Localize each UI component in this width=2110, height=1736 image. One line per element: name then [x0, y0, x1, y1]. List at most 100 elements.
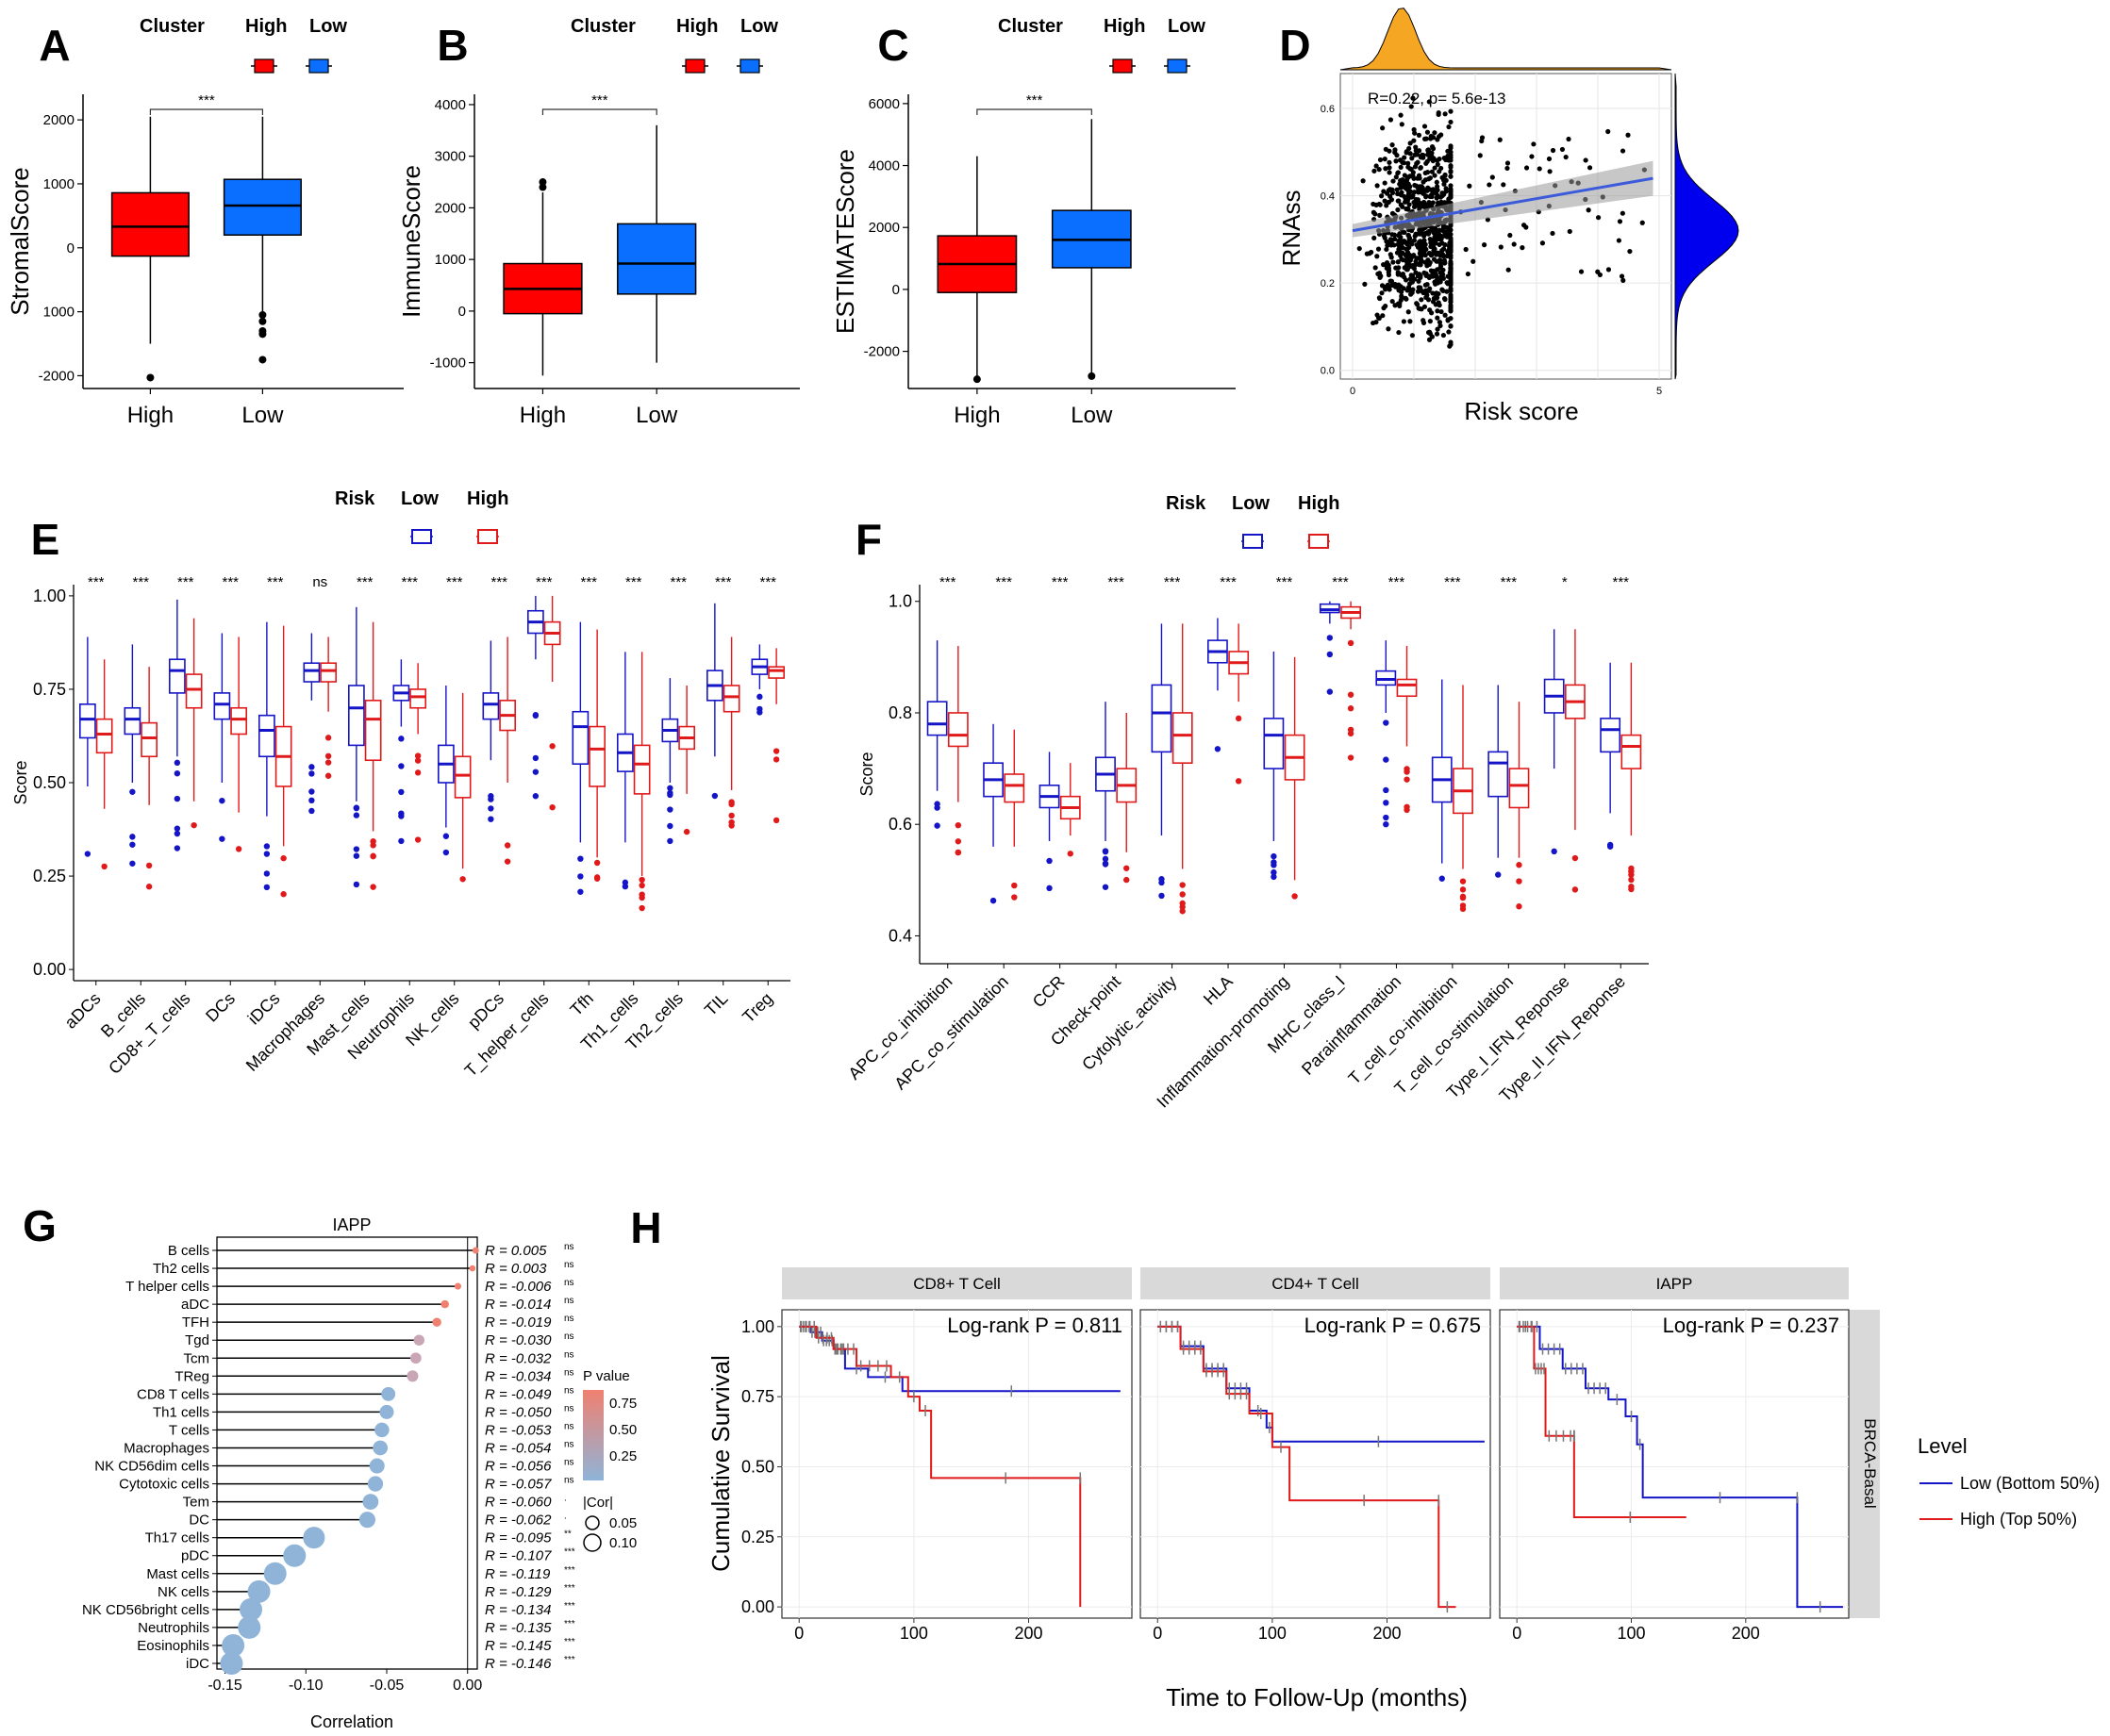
- scatter-point: [1376, 167, 1382, 173]
- scatter-point: [1442, 241, 1448, 248]
- outlier-point: [174, 845, 181, 851]
- legend-key-low: [1167, 58, 1188, 74]
- scatter-point: [1435, 315, 1440, 321]
- legend-high-label: High: [467, 488, 508, 509]
- scatter-point: [1386, 326, 1391, 332]
- significance-label: ***: [564, 1547, 575, 1558]
- lollipop-point: [381, 1386, 396, 1401]
- x-tick-label: High: [954, 403, 1000, 428]
- scatter-point: [1539, 240, 1546, 246]
- scatter-point: [1427, 329, 1433, 335]
- y-tick-label: 2000: [869, 220, 900, 236]
- scatter-point: [1437, 303, 1442, 308]
- significance-label: ***: [1388, 574, 1405, 590]
- scatter-point: [1436, 111, 1441, 118]
- outlier-point: [308, 770, 315, 777]
- survival-curve-low: [1157, 1325, 1485, 1443]
- scatter-point: [1497, 137, 1503, 142]
- panel-f: F Risk Low High 0.4 0.6 0.8 1.0 Score APC_co_inhi…: [844, 493, 1649, 1112]
- y-density-curve: [1674, 73, 1739, 380]
- outlier-point: [1516, 878, 1522, 885]
- scatter-point: [1428, 136, 1434, 141]
- scatter-point: [1419, 241, 1424, 247]
- risk-legend: Risk Low High: [335, 488, 508, 544]
- box-high: [589, 629, 606, 882]
- scatter-point: [1419, 153, 1424, 158]
- outlier-point: [488, 796, 494, 802]
- scatter-point: [1411, 252, 1417, 258]
- box-low: [526, 595, 544, 800]
- scatter-point: [1393, 158, 1399, 164]
- outlier-point: [1271, 868, 1277, 876]
- legend-key-low: [739, 58, 760, 74]
- scatter-point: [1411, 238, 1418, 243]
- box-body: [1263, 718, 1285, 769]
- outlier-point: [1271, 873, 1277, 881]
- cell-label: Neutrophils: [138, 1620, 209, 1636]
- outlier-point: [773, 756, 780, 763]
- scatter-point: [1418, 288, 1423, 293]
- scatter-point: [1395, 272, 1401, 277]
- scatter-point: [1412, 190, 1418, 195]
- lollipop-row: DC R = -0.062.: [189, 1512, 566, 1529]
- scatter-point: [1443, 157, 1449, 163]
- scatter-point: [1394, 187, 1400, 192]
- scatter-point: [1380, 125, 1386, 131]
- x-tick-label: DCs: [202, 989, 239, 1026]
- y-tick-label: 6000: [869, 96, 900, 112]
- cluster-legend: Cluster High Low: [571, 16, 778, 74]
- scatter-point: [1412, 164, 1419, 170]
- scatter-point: [1477, 153, 1483, 158]
- lollipop-point: [413, 1334, 424, 1346]
- legend-low-label: Low (Bottom 50%): [1960, 1474, 2100, 1493]
- scatter-point: [1393, 174, 1399, 180]
- scatter-point: [1416, 148, 1422, 154]
- scatter-point: [1442, 312, 1448, 318]
- scatter-point: [1395, 207, 1401, 213]
- scatter-point: [1377, 212, 1383, 218]
- scatter-point: [1421, 124, 1428, 129]
- cor-tick-label: 0.10: [609, 1535, 637, 1551]
- box-body: [947, 712, 969, 748]
- outlier-point: [1383, 814, 1389, 821]
- outlier-point: [728, 818, 735, 826]
- scatter-point: [1409, 156, 1415, 161]
- x-tick-label: 100: [1258, 1624, 1287, 1643]
- scatter-point: [1426, 176, 1432, 182]
- correlation-label: R = -0.053: [485, 1422, 552, 1438]
- outlier-point: [174, 830, 181, 837]
- y-axis-title: ImmuneScore: [397, 165, 425, 318]
- outlier-point: [1404, 776, 1410, 783]
- outlier-point: [1459, 893, 1467, 901]
- box-low: [78, 637, 96, 857]
- scatter-point: [1448, 260, 1454, 266]
- significance-label: ***: [564, 1583, 575, 1594]
- scatter-point: [1425, 297, 1432, 303]
- box-low: [1600, 662, 1621, 850]
- scatter-point: [1391, 232, 1398, 238]
- scatter-point: [1414, 301, 1420, 306]
- outlier-point: [263, 851, 271, 857]
- outlier-point: [1438, 875, 1445, 882]
- cell-label: Tgd: [185, 1332, 209, 1348]
- scatter-point: [1371, 235, 1377, 241]
- significance-label: ns: [564, 1421, 574, 1431]
- legend-key-high: [1308, 534, 1329, 549]
- x-tick-label: Tfh: [567, 989, 598, 1020]
- legend-key-low: [411, 529, 432, 544]
- box-low: [213, 633, 231, 842]
- legend-title: Cluster: [140, 16, 205, 37]
- box-low: [1207, 618, 1228, 752]
- scatter-point: [1434, 331, 1440, 337]
- outlier-point: [1571, 886, 1579, 893]
- significance-label: ***: [177, 574, 194, 590]
- outlier-point: [398, 788, 405, 796]
- outlier-point: [1495, 871, 1502, 878]
- y-tick-label: 0.75: [33, 680, 66, 699]
- scatter-point: [1380, 313, 1386, 319]
- legend-high-label: High: [676, 16, 718, 37]
- outlier-point: [129, 788, 136, 795]
- lollipop-row: Mast cells R = -0.119 ***: [146, 1562, 575, 1585]
- outlier-point: [1123, 876, 1130, 884]
- pvalue-tick-label: 0.25: [609, 1448, 637, 1464]
